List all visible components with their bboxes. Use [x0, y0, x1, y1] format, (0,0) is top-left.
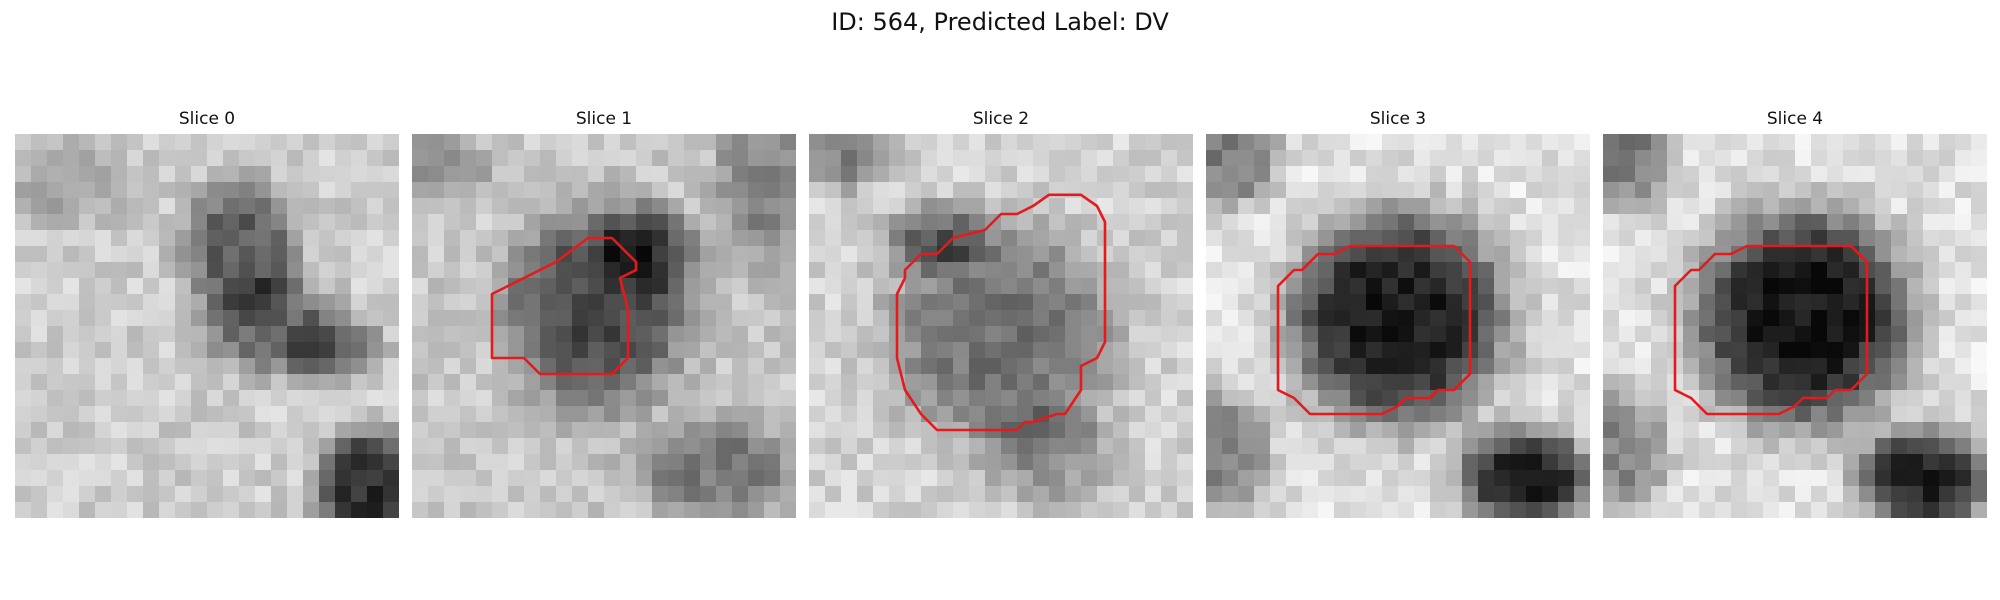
slice-panel-2: Slice 2 [809, 108, 1193, 518]
slice-panel-1: Slice 1 [412, 108, 796, 518]
segmentation-contour [1276, 244, 1472, 416]
slice-image [1206, 134, 1590, 518]
slice-title: Slice 1 [575, 109, 633, 129]
slice-title: Slice 4 [1766, 109, 1824, 129]
slice-image [809, 134, 1193, 518]
slice-pixel-grid [1603, 134, 1987, 518]
slice-pixel-grid [1206, 134, 1590, 518]
segmentation-contour [1673, 244, 1869, 416]
slice-pixel-grid [15, 134, 399, 518]
figure-title: ID: 564, Predicted Label: DV [831, 8, 1169, 36]
slice-panel-0: Slice 0 [15, 108, 399, 518]
slice-panel-4: Slice 4 [1603, 108, 1987, 518]
slice-image [1603, 134, 1987, 518]
segmentation-contour [895, 193, 1107, 432]
slice-pixel-grid [809, 134, 1193, 518]
slice-title: Slice 2 [972, 109, 1030, 129]
slice-pixel-grid [412, 134, 796, 518]
slice-title: Slice 0 [178, 109, 236, 129]
slice-image [412, 134, 796, 518]
segmentation-contour [490, 236, 638, 376]
slice-title: Slice 3 [1369, 109, 1427, 129]
slice-panel-3: Slice 3 [1206, 108, 1590, 518]
slice-image [15, 134, 399, 518]
